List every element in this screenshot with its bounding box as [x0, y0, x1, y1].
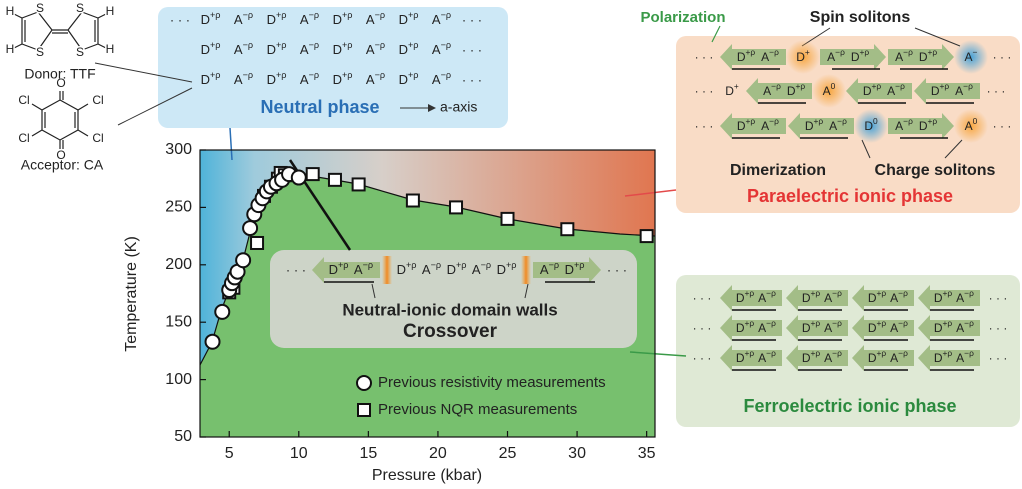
x-tick-label: 10 — [290, 445, 308, 462]
species-label: · · · — [462, 12, 482, 27]
species-label: · · · — [462, 42, 482, 57]
dimerization-label: Dimerization — [730, 162, 826, 179]
walls-label: Neutral-ionic domain walls — [342, 300, 557, 319]
nqr-point — [641, 230, 653, 242]
phase-label: Neutral phase — [260, 97, 379, 117]
species-label: · · · — [693, 351, 712, 365]
atom-label: S — [36, 1, 44, 15]
atom-label: S — [76, 45, 84, 59]
resistivity-point — [292, 171, 306, 185]
species-label: · · · — [693, 321, 712, 335]
y-tick-label: 300 — [165, 141, 192, 158]
nqr-point — [251, 237, 263, 249]
species-label: · · · — [989, 351, 1008, 365]
species-label: · · · — [462, 72, 482, 87]
y-tick-label: 100 — [165, 371, 192, 388]
resistivity-point — [206, 335, 220, 349]
species-label: · · · — [607, 262, 627, 277]
species-label: · · · — [286, 262, 306, 277]
x-tick-label: 15 — [359, 445, 377, 462]
atom-label: Cl — [92, 131, 103, 145]
species-label: · · · — [695, 84, 714, 98]
species-label: · · · — [993, 50, 1012, 64]
y-tick-label: 200 — [165, 256, 192, 273]
y-tick-label: 250 — [165, 199, 192, 216]
atom-label: H — [6, 4, 15, 18]
polarization-label: Polarization — [640, 9, 725, 26]
nqr-point — [353, 178, 365, 190]
species-label: · · · — [993, 119, 1012, 133]
charge-label: Charge solitons — [875, 162, 996, 179]
y-tick-label: 50 — [174, 428, 192, 445]
resistivity-point — [243, 221, 257, 235]
legend-label: Previous resistivity measurements — [378, 374, 606, 391]
legend-marker — [358, 404, 370, 416]
species-label: · · · — [693, 291, 712, 305]
legend-label: Previous NQR measurements — [378, 401, 577, 418]
resistivity-point — [215, 305, 229, 319]
nqr-point — [407, 195, 419, 207]
atom-label: S — [36, 45, 44, 59]
atom-label: H — [106, 42, 115, 56]
nqr-point — [502, 213, 514, 225]
nqr-point — [329, 174, 341, 186]
atom-label: Cl — [92, 93, 103, 107]
atom-label: H — [6, 42, 15, 56]
phase-label: Paraelectric ionic phase — [747, 186, 953, 206]
figure: Pressure (kbar) Temperature (K) Donor: T… — [0, 0, 1022, 489]
crossover-label: Crossover — [403, 321, 498, 342]
nqr-point — [561, 223, 573, 235]
nqr-point — [450, 201, 462, 213]
resistivity-point — [236, 253, 250, 267]
axis-label: a-axis — [440, 99, 477, 115]
ca-structure — [32, 91, 88, 149]
spin-label: Spin solitons — [810, 9, 911, 26]
ttf-structure — [14, 12, 106, 50]
atom-label: O — [56, 76, 65, 90]
species-label: · · · — [987, 84, 1006, 98]
domain-wall — [382, 256, 392, 284]
x-tick-label: 30 — [568, 445, 586, 462]
x-tick-label: 25 — [499, 445, 517, 462]
species-label: · · · — [170, 12, 190, 27]
x-tick-label: 20 — [429, 445, 447, 462]
legend-marker — [357, 376, 371, 390]
species-label: · · · — [989, 291, 1008, 305]
species-label: · · · — [695, 119, 714, 133]
domain-wall — [521, 256, 531, 284]
atom-label: Cl — [18, 131, 29, 145]
atom-label: Cl — [18, 93, 29, 107]
atom-label: O — [56, 148, 65, 162]
atom-label: S — [76, 1, 84, 15]
x-tick-label: 35 — [638, 445, 656, 462]
nqr-point — [307, 168, 319, 180]
x-axis-label: Pressure (kbar) — [372, 467, 482, 484]
y-tick-label: 150 — [165, 313, 192, 330]
atom-label: H — [106, 4, 115, 18]
species-label: · · · — [695, 50, 714, 64]
species-label: · · · — [989, 321, 1008, 335]
y-axis-label: Temperature (K) — [123, 236, 140, 352]
x-tick-label: 5 — [225, 445, 234, 462]
phase-label: Ferroelectric ionic phase — [743, 396, 956, 416]
